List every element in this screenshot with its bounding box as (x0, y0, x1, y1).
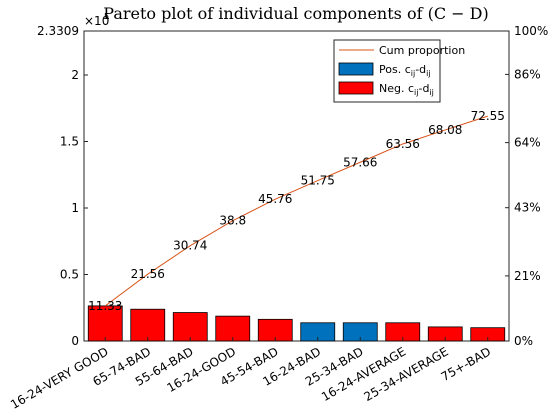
y-left-exponent: 5 (104, 12, 109, 21)
cum-label-4: 38.8 (219, 214, 246, 228)
legend-swatch-pos (338, 62, 374, 76)
plot-area (83, 30, 510, 342)
bars-group (87, 305, 506, 342)
cum-label-9: 68.08 (428, 123, 462, 137)
cum-label-10: 72.55 (471, 109, 505, 123)
y-right-tick-label-0: 0% (514, 334, 533, 348)
legend-swatch-neg (338, 81, 374, 95)
legend-pos-mid: -d (415, 63, 426, 76)
legend-pos-sub2: ij (426, 69, 430, 78)
cum-label-7: 57.66 (343, 155, 377, 169)
y-left-tick-label-0: 0 (71, 334, 79, 348)
cum-label-6: 51.75 (301, 174, 335, 188)
y-right-tick-label-5: 100% (514, 24, 548, 38)
legend-label-neg: Neg. cij-dij (379, 82, 434, 97)
cum-label-3: 30.74 (173, 239, 207, 253)
cum-label-2: 21.56 (131, 267, 165, 281)
cumulative-line-group: 11.33 21.56 30.74 38.8 45.76 51.75 57.66 63.56 6… (88, 109, 505, 313)
bar-2 (130, 308, 166, 342)
legend-neg-mid: -d (418, 82, 429, 95)
y-right-tick-label-3: 64% (514, 136, 541, 150)
cumulative-line (104, 115, 488, 307)
y-left-tick-label-5: 2.3309 (37, 24, 79, 38)
bar-4 (215, 315, 251, 342)
legend-label-pos: Pos. cij-dij (379, 63, 431, 78)
legend-neg-sub1: ij (414, 88, 418, 97)
y-right-tick-label-2: 43% (514, 201, 541, 215)
legend-neg-sub2: ij (429, 88, 433, 97)
y-right-tick-label-4: 86% (514, 67, 541, 81)
y-left-tick-label-1: 0.5 (60, 268, 79, 282)
y-left-tick-label-2: 1 (71, 201, 79, 215)
legend-pos-text: Pos. c (379, 63, 411, 76)
legend-pos-sub1: ij (411, 69, 415, 78)
legend-line-text: Cum proportion (379, 44, 465, 57)
bar-1 (87, 305, 123, 342)
y-left-tick-label-4: 2 (71, 68, 79, 82)
cum-label-1: 11.33 (88, 299, 122, 313)
cum-label-8: 63.56 (386, 137, 420, 151)
cum-label-5: 45.76 (258, 192, 292, 206)
bar-3 (172, 312, 208, 342)
legend-neg-text: Neg. c (379, 82, 414, 95)
y-right-tick-label-1: 21% (514, 269, 541, 283)
chart-title: Pareto plot of individual components of … (103, 4, 488, 23)
legend-label-line: Cum proportion (379, 44, 465, 57)
y-left-exponent-base: ×10 (84, 14, 109, 28)
y-left-tick-label-3: 1.5 (60, 135, 79, 149)
